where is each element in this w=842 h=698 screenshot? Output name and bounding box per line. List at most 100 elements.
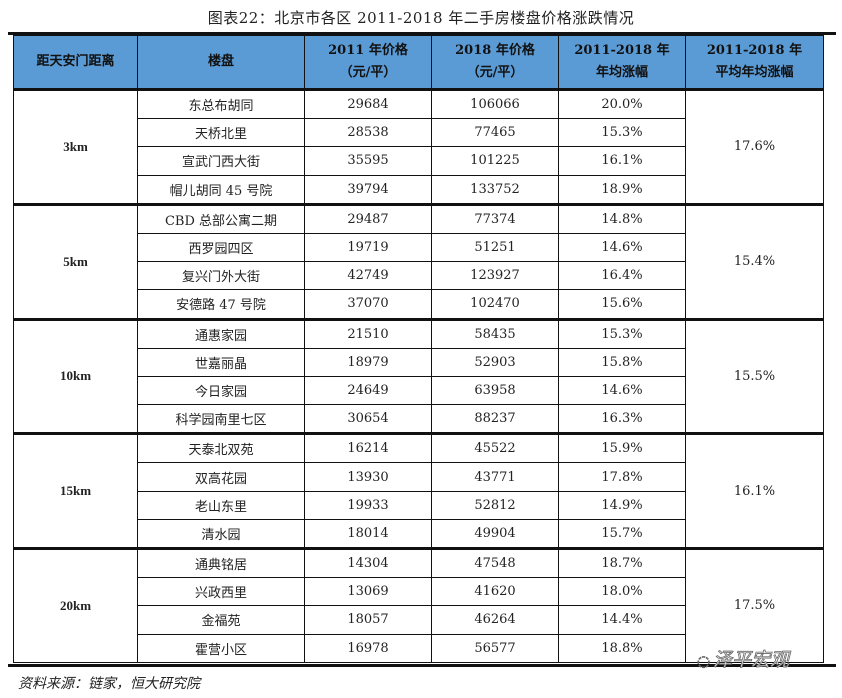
estate-name-cell: 科学园南里七区 bbox=[137, 404, 305, 435]
price-2018-cell: 52812 bbox=[431, 490, 559, 520]
annual-growth-cell: 16.1% bbox=[558, 146, 686, 176]
annual-growth-cell: 18.8% bbox=[558, 633, 686, 663]
column-header: 2011 年价格 （元/平） bbox=[304, 35, 432, 90]
header-line: 平均年均涨幅 bbox=[715, 65, 794, 80]
estate-name-cell: 金福苑 bbox=[137, 605, 305, 635]
header-line: 距天安门距离 bbox=[36, 54, 115, 69]
estate-name-cell: 西罗园四区 bbox=[137, 232, 305, 263]
avg-growth-cell: 17.6% bbox=[685, 88, 824, 205]
annual-growth-cell: 14.6% bbox=[558, 375, 686, 406]
table-row: 霍营小区 16978 56577 18.8% bbox=[14, 633, 824, 663]
annual-growth-cell: 17.8% bbox=[558, 462, 686, 492]
header-line: （元/平） bbox=[339, 65, 397, 80]
estate-name-cell: 天桥北里 bbox=[137, 118, 305, 148]
price-2018-cell: 77374 bbox=[431, 202, 559, 234]
table-row: 金福苑 18057 46264 14.4% bbox=[14, 605, 824, 635]
table-row: 20km 通典铭居 14304 47548 18.7% 17.5% bbox=[13, 546, 824, 663]
price-2018-cell: 101225 bbox=[431, 146, 559, 176]
avg-growth-cell: 15.5% bbox=[685, 317, 824, 435]
estate-name-cell: 天泰北双苑 bbox=[137, 432, 305, 464]
price-2011-cell: 18057 bbox=[304, 605, 432, 635]
annual-growth-cell: 15.7% bbox=[558, 518, 686, 550]
annual-growth-cell: 14.8% bbox=[558, 202, 686, 234]
price-2018-cell: 77465 bbox=[431, 118, 559, 148]
price-2018-cell: 63958 bbox=[431, 375, 559, 406]
table-row: 双高花园 13930 43771 17.8% bbox=[14, 462, 824, 492]
estate-name-cell: 通惠家园 bbox=[137, 317, 305, 349]
table-row: 复兴门外大街 42749 123927 16.4% bbox=[14, 261, 824, 291]
estate-name-cell: 复兴门外大街 bbox=[137, 261, 305, 291]
price-2018-cell: 41620 bbox=[431, 577, 559, 607]
column-header: 2018 年价格 （元/平） bbox=[431, 35, 559, 90]
price-table: 距天安门距离 楼盘 2011 年价格 （元/平） 2018 年价格 （元/平） 2011-2… bbox=[13, 35, 824, 663]
table-row: 15km 天泰北双苑 16214 45522 15.9% 16.1% bbox=[13, 432, 824, 549]
price-2018-cell: 88237 bbox=[431, 404, 559, 435]
price-2018-cell: 47548 bbox=[431, 546, 559, 579]
price-2011-cell: 14304 bbox=[304, 546, 432, 579]
table-row: 老山东里 19933 52812 14.9% bbox=[14, 490, 824, 520]
annual-growth-cell: 15.3% bbox=[558, 317, 686, 349]
table-title: 图表22：北京市各区 2011-2018 年二手房楼盘价格涨跌情况 bbox=[207, 9, 635, 27]
table-row: 世嘉丽晶 18979 52903 15.8% bbox=[14, 347, 824, 377]
watermark: ◌ 泽平宏观 bbox=[697, 645, 790, 672]
distance-cell: 20km bbox=[13, 547, 138, 663]
annual-growth-cell: 16.3% bbox=[558, 404, 686, 435]
annual-growth-cell: 18.7% bbox=[558, 546, 686, 579]
avg-growth-cell: 17.5% bbox=[685, 547, 824, 663]
price-2011-cell: 18979 bbox=[304, 347, 432, 377]
header-line: 2011-2018 年 bbox=[706, 43, 803, 58]
wechat-icon: ◌ bbox=[697, 652, 711, 671]
price-2018-cell: 106066 bbox=[431, 87, 559, 120]
avg-growth-cell: 15.4% bbox=[685, 202, 824, 320]
header-line: 2018 年价格 bbox=[455, 43, 535, 58]
price-2011-cell: 24649 bbox=[304, 375, 432, 406]
table-row: 5km CBD 总部公寓二期 29487 77374 14.8% 15.4% bbox=[13, 202, 824, 320]
price-2018-cell: 52903 bbox=[431, 347, 559, 377]
estate-name-cell: 霍营小区 bbox=[137, 633, 305, 663]
distance-cell: 15km bbox=[13, 432, 138, 549]
header-line: 楼盘 bbox=[207, 54, 234, 69]
estate-name-cell: 宣武门西大街 bbox=[137, 146, 305, 176]
price-2018-cell: 46264 bbox=[431, 605, 559, 635]
price-2011-cell: 19719 bbox=[304, 232, 432, 263]
table-row: 西罗园四区 19719 51251 14.6% bbox=[14, 232, 824, 263]
estate-name-cell: 清水园 bbox=[137, 518, 305, 550]
column-header: 2011-2018 年平均年均涨幅 bbox=[685, 35, 824, 90]
column-header: 2011-2018 年年均涨幅 bbox=[558, 35, 686, 90]
price-2011-cell: 30654 bbox=[304, 404, 432, 435]
avg-growth-cell: 16.1% bbox=[685, 432, 824, 549]
annual-growth-cell: 15.8% bbox=[558, 347, 686, 377]
column-header: 楼盘 bbox=[137, 35, 305, 90]
estate-name-cell: 世嘉丽晶 bbox=[137, 347, 305, 377]
price-2011-cell: 13930 bbox=[304, 462, 432, 492]
estate-name-cell: 今日家园 bbox=[137, 375, 305, 406]
estate-name-cell: 兴政西里 bbox=[137, 577, 305, 607]
price-2018-cell: 51251 bbox=[431, 232, 559, 263]
price-2011-cell: 35595 bbox=[304, 146, 432, 176]
annual-growth-cell: 15.9% bbox=[558, 432, 686, 464]
price-2011-cell: 18014 bbox=[304, 518, 432, 550]
price-2011-cell: 29487 bbox=[304, 202, 432, 234]
annual-growth-cell: 18.0% bbox=[558, 577, 686, 607]
header-line: （元/平） bbox=[466, 65, 524, 80]
table-row: 安德路 47 号院 37070 102470 15.6% bbox=[14, 289, 824, 320]
estate-name-cell: 安德路 47 号院 bbox=[137, 289, 305, 320]
price-2018-cell: 45522 bbox=[431, 432, 559, 464]
source-note: 资料来源：链家，恒大研究院 bbox=[18, 676, 200, 692]
price-2018-cell: 49904 bbox=[431, 518, 559, 550]
price-2018-cell: 56577 bbox=[431, 633, 559, 663]
estate-name-cell: 老山东里 bbox=[137, 490, 305, 520]
price-2018-cell: 58435 bbox=[431, 317, 559, 349]
price-2011-cell: 42749 bbox=[304, 261, 432, 291]
estate-name-cell: CBD 总部公寓二期 bbox=[137, 202, 305, 234]
table-row: 3km 东总布胡同 29684 106066 20.0% 17.6% bbox=[13, 87, 824, 205]
table-row: 10km 通惠家园 21510 58435 15.3% 15.5% bbox=[13, 317, 824, 435]
price-2011-cell: 16214 bbox=[304, 432, 432, 464]
price-2018-cell: 102470 bbox=[431, 289, 559, 320]
annual-growth-cell: 14.4% bbox=[558, 605, 686, 635]
price-2018-cell: 133752 bbox=[431, 174, 559, 205]
table-row: 今日家园 24649 63958 14.6% bbox=[14, 375, 824, 406]
table-row: 兴政西里 13069 41620 18.0% bbox=[14, 577, 824, 607]
price-2011-cell: 39794 bbox=[304, 174, 432, 205]
distance-cell: 5km bbox=[13, 202, 138, 320]
